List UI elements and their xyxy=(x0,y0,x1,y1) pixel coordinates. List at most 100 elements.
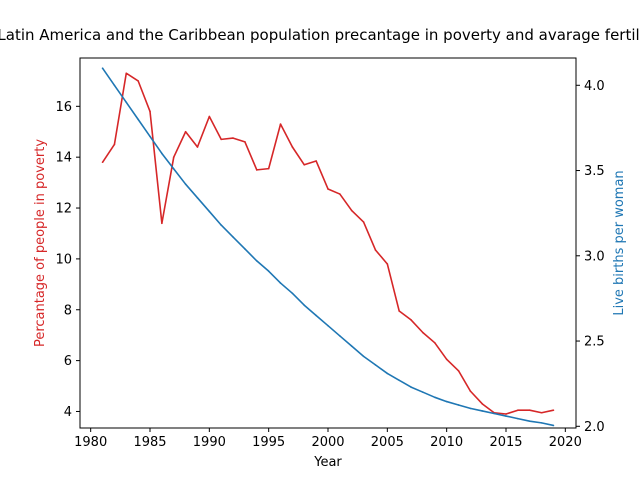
poverty-point xyxy=(220,138,223,141)
poverty-point xyxy=(528,409,531,411)
poverty-point xyxy=(137,80,139,82)
y-right-axis-label: Live births per woman xyxy=(612,170,627,315)
x-tick-label: 1980 xyxy=(74,435,107,450)
y-right-tick-label: 3.0 xyxy=(584,249,605,264)
x-tick-label: 2010 xyxy=(430,435,463,450)
fertility-point xyxy=(398,379,400,382)
poverty-point xyxy=(540,411,543,414)
fertility-point xyxy=(374,364,377,366)
chart-title: Latin America and the Caribbean populati… xyxy=(0,26,640,44)
poverty-point xyxy=(184,130,187,133)
poverty-point xyxy=(422,331,424,334)
poverty-point xyxy=(517,409,519,411)
fertility-point xyxy=(422,391,424,393)
poverty-point xyxy=(469,390,472,392)
poverty-point xyxy=(291,146,294,148)
poverty-point xyxy=(327,188,329,190)
poverty-point xyxy=(149,110,151,113)
y-left-tick-label: 14 xyxy=(55,151,72,166)
y-left-tick-label: 12 xyxy=(55,202,72,217)
fertility-point xyxy=(303,304,306,307)
y-right-tick-label: 2.0 xyxy=(584,420,605,435)
y-left-tick-label: 10 xyxy=(55,252,72,267)
x-tick-label: 2000 xyxy=(311,435,344,450)
fertility-point xyxy=(208,210,211,213)
fertility-point xyxy=(101,67,104,70)
poverty-point xyxy=(410,319,412,321)
poverty-point xyxy=(125,72,128,75)
fertility-point xyxy=(184,183,187,185)
fertility-point xyxy=(362,355,365,358)
y-left-tick-label: 8 xyxy=(64,303,72,318)
fertility-point xyxy=(244,248,246,250)
poverty-point xyxy=(279,123,282,125)
poverty-series xyxy=(101,72,555,415)
y-left-axis-ticks: 4 6 8 10 12 14 16 xyxy=(55,100,80,420)
y-left-tick-label: 6 xyxy=(64,354,72,369)
poverty-point xyxy=(208,115,211,118)
poverty-point xyxy=(101,161,104,164)
poverty-point xyxy=(303,164,306,166)
y-left-tick-label: 16 xyxy=(55,100,72,115)
poverty-point xyxy=(113,143,116,146)
y-left-tick-label: 4 xyxy=(64,405,72,420)
poverty-point xyxy=(505,413,507,415)
poverty-point xyxy=(457,369,460,372)
x-tick-label: 2015 xyxy=(489,435,522,450)
fertility-point xyxy=(481,410,484,412)
poverty-point xyxy=(362,221,365,223)
fertility-point xyxy=(386,372,389,375)
fertility-point xyxy=(505,415,507,417)
poverty-point xyxy=(315,160,317,162)
fertility-point xyxy=(291,292,294,295)
poverty-point xyxy=(481,403,484,405)
poverty-point xyxy=(256,169,258,171)
fertility-point xyxy=(279,282,282,284)
x-tick-label: 2005 xyxy=(371,435,404,450)
poverty-point xyxy=(339,193,341,195)
fertility-point xyxy=(137,118,139,121)
poverty-point xyxy=(552,409,555,411)
fertility-point xyxy=(220,224,223,226)
fertility-point xyxy=(528,420,531,422)
poverty-point xyxy=(433,342,436,344)
fertility-point xyxy=(172,168,175,170)
y-right-tick-label: 4.0 xyxy=(584,79,605,94)
poverty-point xyxy=(172,156,175,158)
fertility-point xyxy=(267,270,270,272)
fertility-line xyxy=(101,67,554,427)
poverty-point xyxy=(398,310,400,312)
fertility-point xyxy=(161,152,163,155)
fertility-point xyxy=(327,324,329,327)
x-tick-label: 1990 xyxy=(193,435,226,450)
poverty-line xyxy=(101,72,554,415)
x-tick-label: 1985 xyxy=(133,435,166,450)
fertility-point xyxy=(517,417,519,420)
y-right-axis-ticks: 2.0 2.5 3.0 3.5 4.0 xyxy=(576,79,605,435)
plot-frame xyxy=(79,57,577,429)
fertility-point xyxy=(445,400,448,403)
poverty-point xyxy=(232,137,234,139)
poverty-point xyxy=(374,249,377,251)
fertility-point xyxy=(256,260,258,262)
fertility-point xyxy=(493,412,495,415)
x-axis-label: Year xyxy=(313,455,342,470)
y-right-tick-label: 2.5 xyxy=(584,335,605,350)
poverty-point xyxy=(350,209,353,212)
fertility-point xyxy=(196,197,199,199)
fertility-point xyxy=(339,335,341,337)
poverty-point xyxy=(196,146,199,148)
poverty-point xyxy=(161,222,163,225)
fertility-point xyxy=(540,422,543,424)
fertility-point xyxy=(232,236,234,238)
x-tick-label: 2020 xyxy=(549,435,582,450)
fertility-point xyxy=(350,345,353,347)
fertility-point xyxy=(552,424,555,427)
fertility-point xyxy=(315,314,317,317)
poverty-point xyxy=(267,167,270,170)
x-axis-ticks: 1980 1985 1990 1995 2000 2005 2010 2015 2020 xyxy=(74,428,582,450)
fertility-point xyxy=(113,84,116,87)
fertility-point xyxy=(433,396,436,399)
fertility-point xyxy=(410,386,412,388)
